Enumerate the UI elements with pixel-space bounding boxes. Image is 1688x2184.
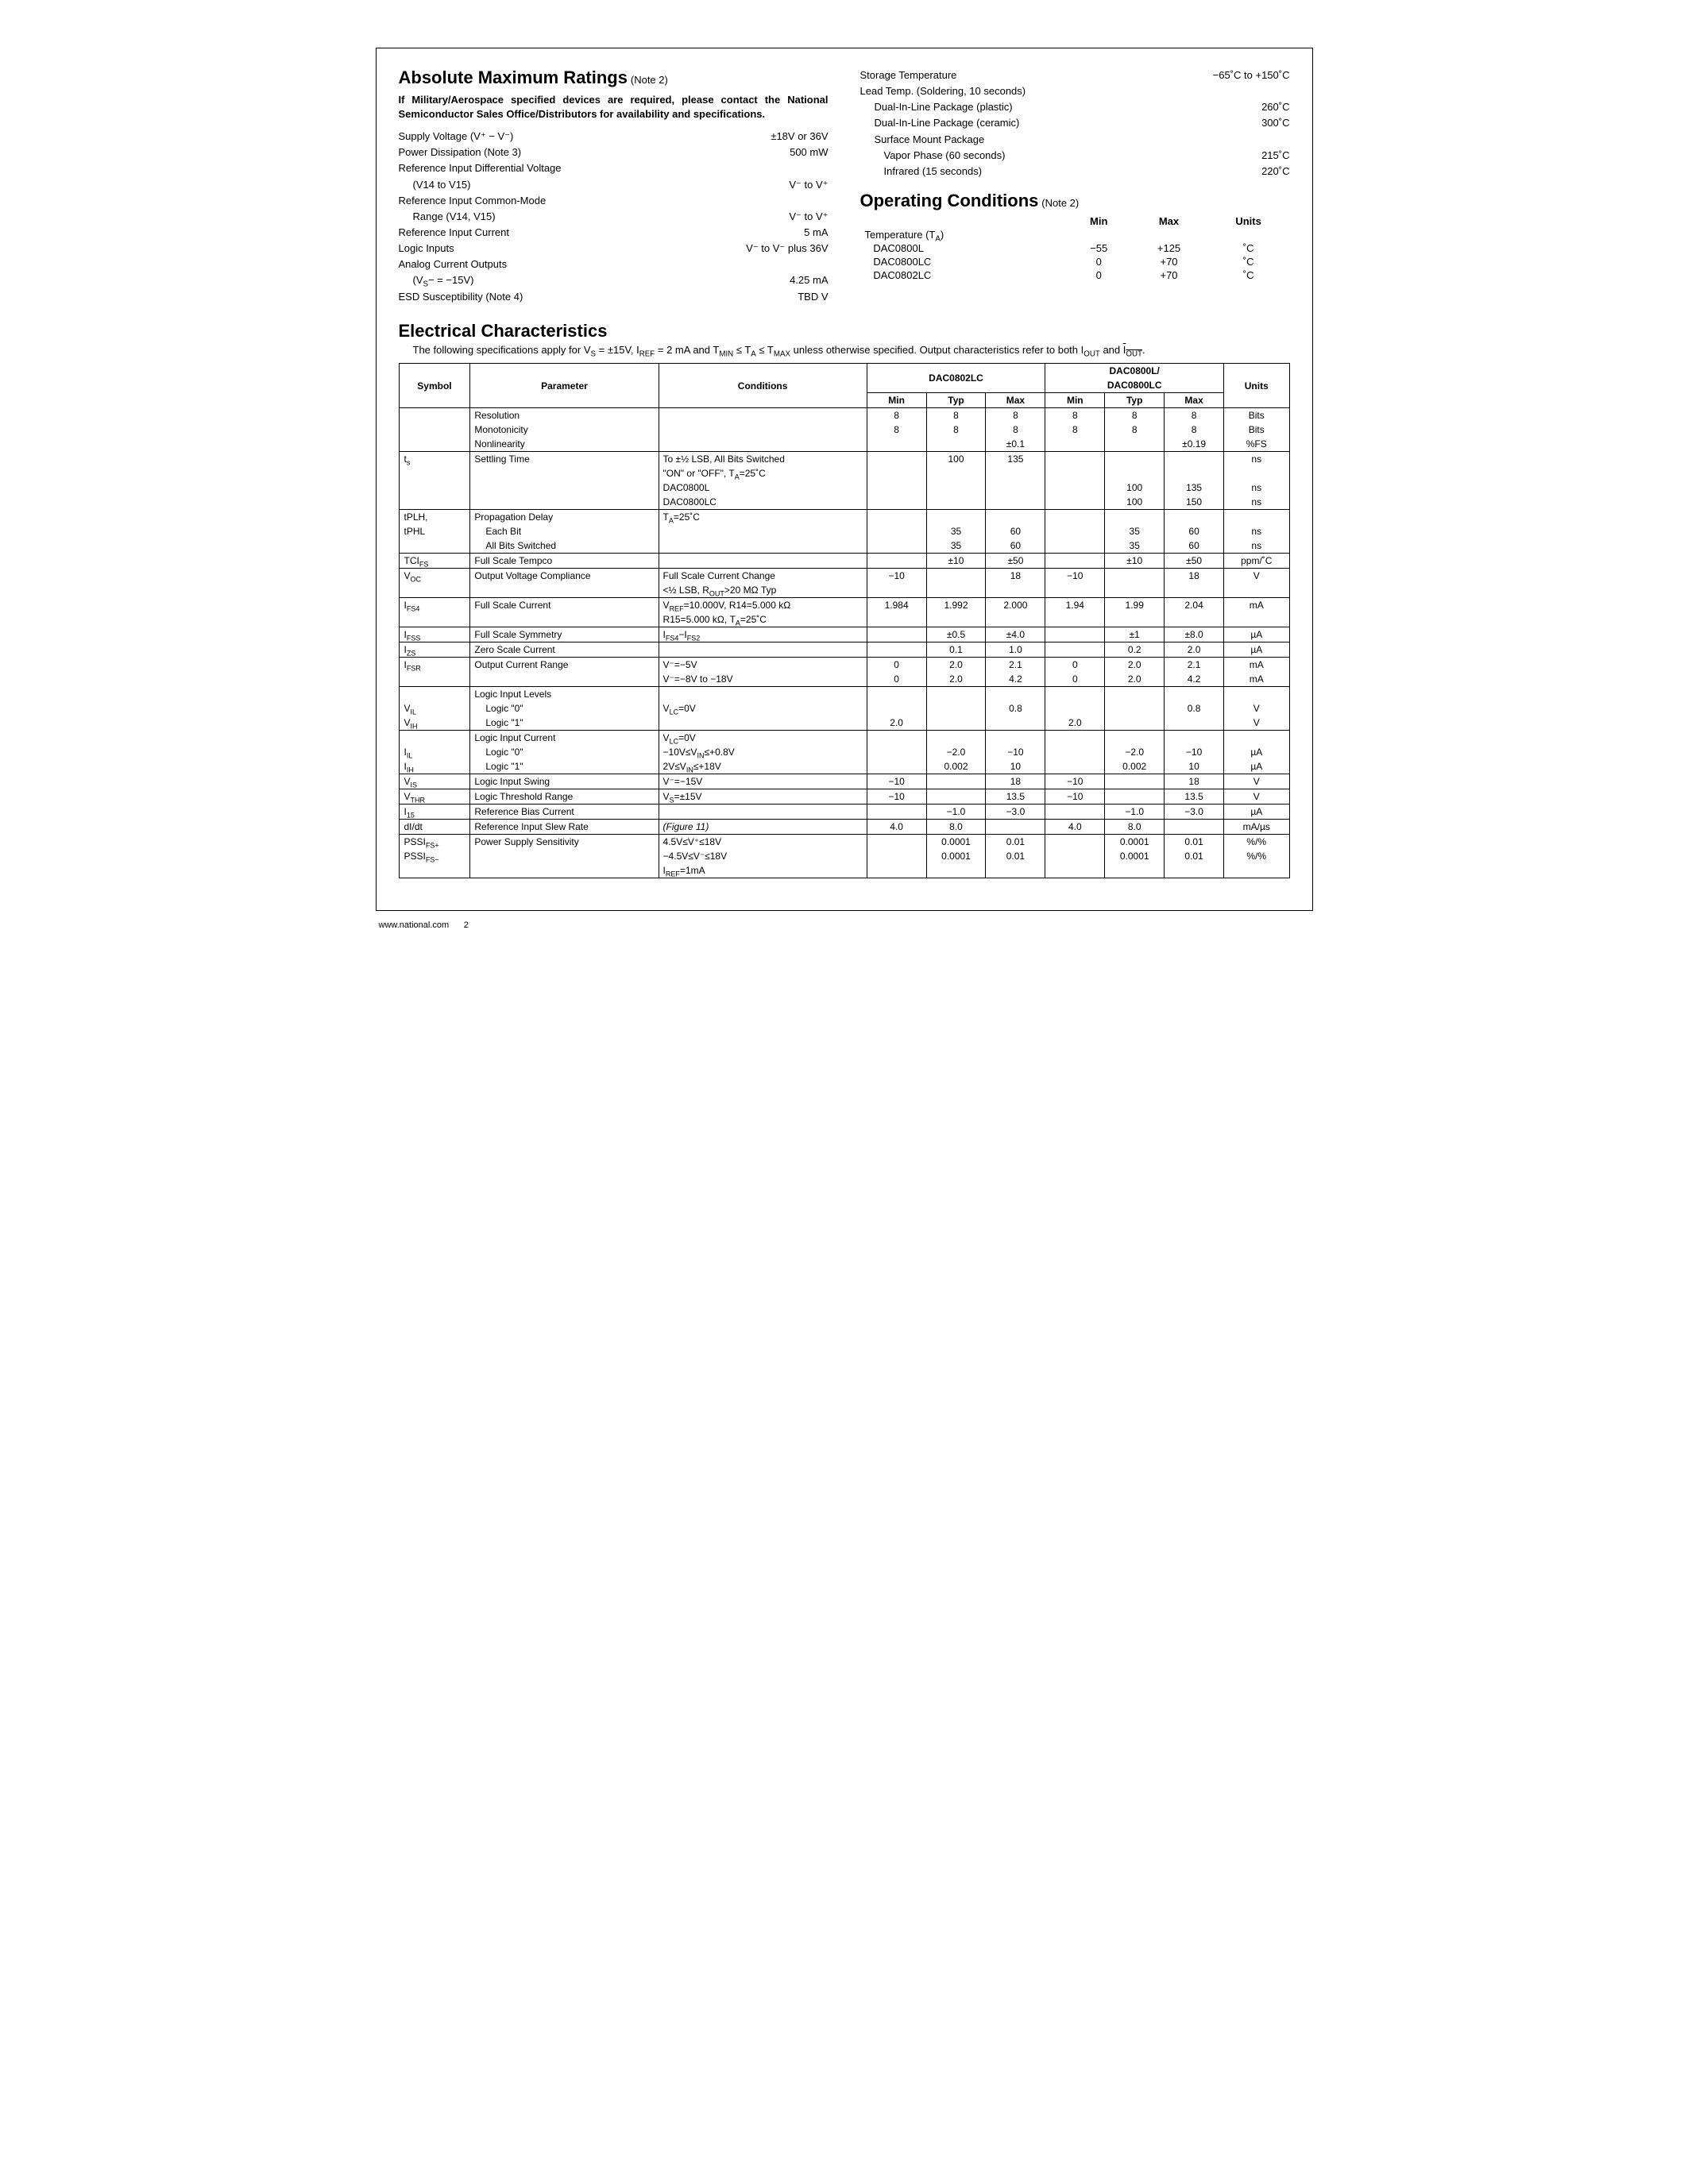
footer-page: 2 xyxy=(464,920,469,930)
kv-row: Analog Current Outputs xyxy=(399,257,829,272)
elec-row: PSSIFS+Power Supply Sensitivity4.5V≤V⁺≤1… xyxy=(399,835,1289,850)
kv-row: Surface Mount Package xyxy=(860,132,1290,148)
elec-row: IFSROutput Current RangeV⁻=−5V02.02.102.… xyxy=(399,658,1289,673)
amr-note: (Note 2) xyxy=(631,74,668,86)
elec-row: Resolution888888Bits xyxy=(399,408,1289,423)
elec-row: PSSIFS−−4.5V≤V⁻≤18V0.00010.010.00010.01%… xyxy=(399,849,1289,863)
kv-row: Infrared (15 seconds)220˚C xyxy=(860,164,1290,179)
elec-row: IZSZero Scale Current0.11.00.22.0µA xyxy=(399,642,1289,658)
elec-row: Nonlinearity±0.1±0.19%FS xyxy=(399,437,1289,452)
elec-row: "ON" or "OFF", TA=25˚C xyxy=(399,466,1289,480)
op-row: DAC0800L−55+125˚C xyxy=(860,241,1290,255)
elec-row: TCIFSFull Scale Tempco±10±50±10±50ppm/˚C xyxy=(399,554,1289,569)
kv-row: Reference Input Common-Mode xyxy=(399,193,829,209)
elec-heading: Electrical Characteristics xyxy=(399,321,608,341)
kv-row: ESD Susceptibility (Note 4)TBD V xyxy=(399,289,829,305)
elec-row: V⁻=−8V to −18V02.04.202.04.2mA xyxy=(399,672,1289,687)
kv-row: Dual-In-Line Package (plastic)260˚C xyxy=(860,99,1290,115)
amr-left-column: Absolute Maximum Ratings (Note 2) If Mil… xyxy=(399,68,829,305)
elec-row: VILLogic "0"VLC=0V0.80.8V xyxy=(399,701,1289,716)
elec-row: All Bits Switched35603560ns xyxy=(399,538,1289,554)
kv-row: (V14 to V15)V⁻ to V⁺ xyxy=(399,177,829,193)
kv-row: Power Dissipation (Note 3)500 mW xyxy=(399,145,829,160)
elec-row: VOCOutput Voltage ComplianceFull Scale C… xyxy=(399,569,1289,584)
kv-row: Range (V14, V15)V⁻ to V⁺ xyxy=(399,209,829,225)
elec-row: I15Reference Bias Current−1.0−3.0−1.0−3.… xyxy=(399,805,1289,820)
elec-row: IIHLogic "1"2V≤VIN≤+18V0.002100.00210µA xyxy=(399,759,1289,774)
elec-row: R15=5.000 kΩ, TA=25˚C xyxy=(399,612,1289,627)
kv-row: Reference Input Differential Voltage xyxy=(399,160,829,176)
operating-conditions-table: MinMaxUnitsTemperature (TA) DAC0800L−55+… xyxy=(860,214,1290,282)
footer-url: www.national.com xyxy=(379,920,450,930)
datasheet-page: Absolute Maximum Ratings (Note 2) If Mil… xyxy=(376,48,1313,911)
elec-row: tPLH,Propagation DelayTA=25˚C xyxy=(399,510,1289,525)
electrical-characteristics-table: SymbolParameterConditionsDAC0802LCDAC080… xyxy=(399,363,1290,878)
elec-row: IILLogic "0"−10V≤VIN≤+0.8V−2.0−10−2.0−10… xyxy=(399,745,1289,759)
amr-right-list: Storage Temperature−65˚C to +150˚CLead T… xyxy=(860,68,1290,179)
top-columns: Absolute Maximum Ratings (Note 2) If Mil… xyxy=(399,68,1290,305)
kv-row: Logic InputsV⁻ to V⁻ plus 36V xyxy=(399,241,829,257)
elec-row: DAC0800LC100150ns xyxy=(399,495,1289,510)
elec-row: IREF=1mA xyxy=(399,863,1289,878)
elec-row: Logic Input Levels xyxy=(399,687,1289,702)
op-cond-note: (Note 2) xyxy=(1041,197,1079,209)
elec-row: tsSettling TimeTo ±½ LSB, All Bits Switc… xyxy=(399,452,1289,467)
elec-row: <½ LSB, ROUT>20 MΩ Typ xyxy=(399,583,1289,598)
elec-row: IFSSFull Scale SymmetryIFS4−IFS2±0.5±4.0… xyxy=(399,627,1289,642)
elec-row: VIHLogic "1"2.02.0V xyxy=(399,716,1289,731)
amr-right-column: Storage Temperature−65˚C to +150˚CLead T… xyxy=(860,68,1290,305)
kv-row: (VS− = −15V)4.25 mA xyxy=(399,272,829,288)
op-row: DAC0800LC0+70˚C xyxy=(860,255,1290,268)
op-cond-heading: Operating Conditions xyxy=(860,191,1039,210)
op-row: DAC0802LC0+70˚C xyxy=(860,268,1290,282)
elec-row: dI/dtReference Input Slew Rate(Figure 11… xyxy=(399,820,1289,835)
elec-row: DAC0800L100135ns xyxy=(399,480,1289,495)
kv-row: Storage Temperature−65˚C to +150˚C xyxy=(860,68,1290,83)
kv-row: Vapor Phase (60 seconds)215˚C xyxy=(860,148,1290,164)
elec-row: IFS4Full Scale CurrentVREF=10.000V, R14=… xyxy=(399,598,1289,613)
amr-left-list: Supply Voltage (V⁺ − V⁻)±18V or 36VPower… xyxy=(399,129,829,305)
military-note: If Military/Aerospace specified devices … xyxy=(399,93,829,121)
elec-intro: The following specifications apply for V… xyxy=(399,343,1290,357)
elec-row: Logic Input CurrentVLC=0V xyxy=(399,731,1289,746)
elec-row: tPHLEach Bit35603560ns xyxy=(399,524,1289,538)
elec-row: VISLogic Input SwingV⁻=−15V−1018−1018V xyxy=(399,774,1289,789)
kv-row: Reference Input Current5 mA xyxy=(399,225,829,241)
op-row: Temperature (TA) xyxy=(860,228,1290,241)
kv-row: Supply Voltage (V⁺ − V⁻)±18V or 36V xyxy=(399,129,829,145)
elec-row: Monotonicity888888Bits xyxy=(399,423,1289,437)
kv-row: Lead Temp. (Soldering, 10 seconds) xyxy=(860,83,1290,99)
page-footer: www.national.com 2 xyxy=(376,920,1313,930)
amr-heading: Absolute Maximum Ratings xyxy=(399,68,628,87)
kv-row: Dual-In-Line Package (ceramic)300˚C xyxy=(860,115,1290,131)
elec-row: VTHRLogic Threshold RangeVS=±15V−1013.5−… xyxy=(399,789,1289,805)
